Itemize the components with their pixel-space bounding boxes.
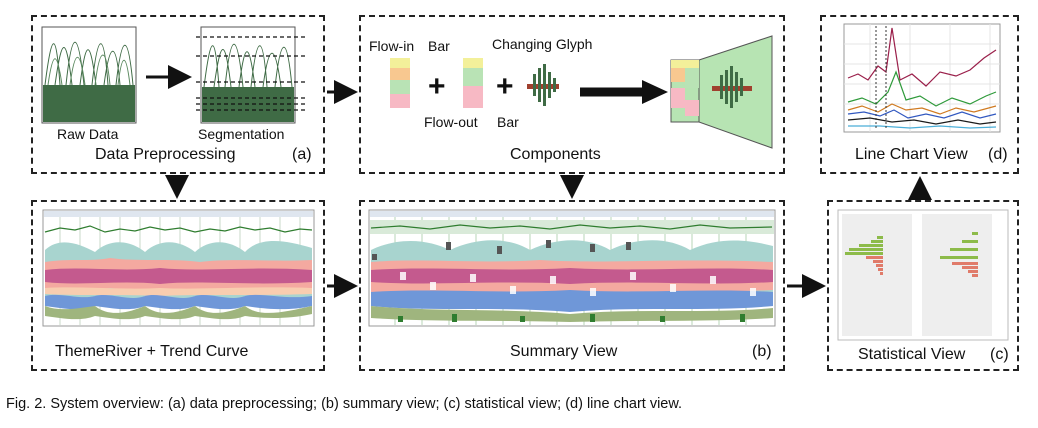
flow-in-label: Flow-in [369, 38, 415, 54]
combined-glyph [670, 35, 773, 149]
flow-out-bar-glyph [463, 58, 483, 108]
summary-view-thumbnail [368, 209, 776, 327]
figure-caption: Fig. 2. System overview: (a) data prepro… [6, 396, 683, 412]
themeriver-title: ThemeRiver + Trend Curve [55, 343, 249, 360]
summary-view-title: Summary View [510, 343, 618, 360]
raw-data-thumbnail [41, 26, 137, 124]
bar-label-top: Bar [428, 38, 450, 54]
summary-view-panel [359, 200, 785, 371]
flow-out-label: Flow-out [424, 114, 478, 130]
changing-glyph [527, 64, 559, 106]
statistical-view-title: Statistical View [858, 346, 966, 363]
components-title: Components [510, 146, 601, 163]
data-preprocessing-title: Data Preprocessing [95, 146, 236, 163]
flow-arrows [165, 80, 932, 298]
components-panel [359, 15, 785, 174]
data-preprocessing-tag: (a) [292, 146, 312, 163]
flow-in-bar-glyph [390, 58, 410, 108]
plus-sign-1: + [428, 70, 446, 103]
line-chart-thumbnail [843, 23, 1001, 133]
summary-view-tag: (b) [752, 343, 772, 360]
segmentation-label: Segmentation [198, 126, 285, 142]
themeriver-thumbnail [42, 209, 315, 327]
changing-glyph-label: Changing Glyph [492, 36, 593, 52]
statistical-view-panel [827, 200, 1019, 371]
data-preprocessing-panel [31, 15, 325, 174]
bar-label-bottom: Bar [497, 114, 519, 130]
line-chart-view-tag: (d) [988, 146, 1008, 163]
raw-data-label: Raw Data [57, 126, 119, 142]
line-chart-view-title: Line Chart View [855, 146, 968, 163]
plus-sign-2: + [496, 70, 514, 103]
statistical-view-tag: (c) [990, 346, 1009, 363]
themeriver-panel [31, 200, 325, 371]
segmentation-thumbnail [196, 26, 308, 124]
line-chart-view-panel [820, 15, 1019, 174]
statistical-view-thumbnail [837, 209, 1009, 341]
